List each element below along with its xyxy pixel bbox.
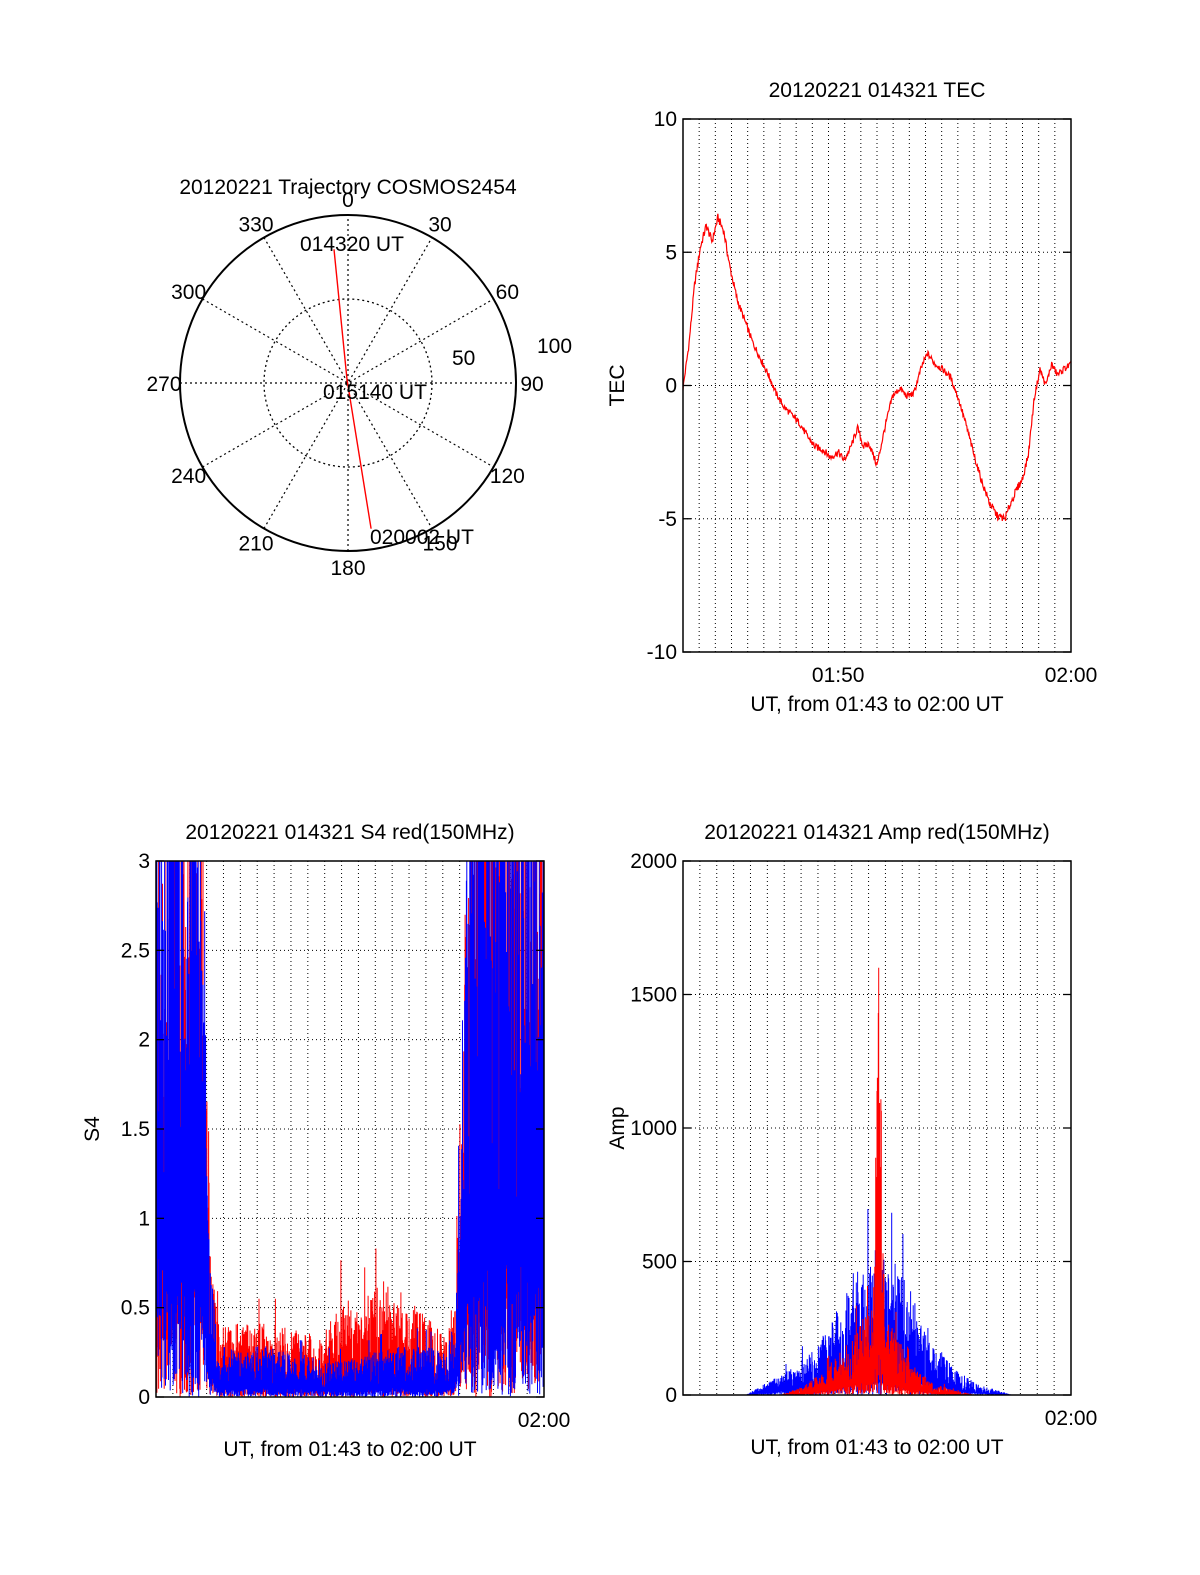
polar-spoke [263,237,433,529]
plot-frame [682,118,1072,653]
s4-plot: 3 2.5 2 1.5 1 0.5 0 02:00 20120221 014321 S4 red… [81,821,570,1461]
polar-angle-label: 210 [238,532,273,555]
y-tick-label: 500 [642,1251,677,1274]
polar-angle-label: 120 [490,465,525,488]
x-tick-label: 02:00 [1045,1407,1098,1430]
polar-angle-label: 150 [422,532,457,555]
polar-angle-label: 30 [428,214,451,237]
polar-trajectory-plot: 20120221 Trajectory COSMOS2454 0 30 60 90 12… [146,176,572,580]
y-tick-label: 0 [665,375,677,398]
amp-plot: 2000 1500 1000 500 0 02:00 20120221 014321 Amp… [606,821,1097,1459]
trajectory-mid-label: 015140 UT [323,381,427,404]
polar-angle-label: 0 [342,189,354,212]
x-axis-label: UT, from 01:43 to 02:00 UT [750,693,1003,716]
tec-plot: 10 5 0 -5 -10 01:50 02:00 20120221 014321 TEC UT… [606,79,1097,716]
polar-spoke [202,298,494,468]
polar-spoke [202,298,494,468]
y-tick-label: 5 [665,241,677,264]
polar-angle-label: 90 [520,373,543,396]
trajectory-start-label: 014320 UT [300,233,404,256]
y-tick-label: 1.5 [121,1118,150,1141]
y-tick-label: 2 [138,1029,150,1052]
polar-angle-label: 270 [146,373,181,396]
x-tick-label: 01:50 [812,664,865,687]
polar-angle-label: 180 [330,557,365,580]
y-tick-label: 2000 [630,850,677,873]
plot-title: 20120221 014321 TEC [769,79,986,102]
polar-angle-labels: 0 30 60 90 120 150 180 210 240 270 300 330 [146,189,543,580]
y-tick-label: -10 [647,641,677,664]
y-tick-label: 10 [654,108,677,131]
y-tick-label: 3 [138,850,150,873]
y-tick-label: 1 [138,1207,150,1230]
y-tick-label: 2.5 [121,939,150,962]
y-tick-label: 0.5 [121,1297,150,1320]
y-tick-label: 1500 [630,984,677,1007]
y-tick-label: 1000 [630,1117,677,1140]
trajectory-end-label: 020002 UT [370,526,474,549]
polar-angle-label: 240 [171,465,206,488]
x-tick-label: 02:00 [1045,664,1098,687]
polar-angle-label: 60 [496,281,519,304]
x-axis-label: UT, from 01:43 to 02:00 UT [223,1438,476,1461]
polar-radial-label-100: 100 [537,335,572,358]
polar-angle-label: 300 [171,281,206,304]
y-tick-label: 0 [665,1384,677,1407]
polar-spokes [180,215,516,551]
y-axis-label: TEC [606,365,629,407]
polar-angle-label: 330 [238,214,273,237]
plot-title: 20120221 014321 S4 red(150MHz) [185,821,514,844]
polar-radial-label-50: 50 [452,347,475,370]
polar-spoke [263,237,433,529]
plot-title: 20120221 014321 Amp red(150MHz) [704,821,1050,844]
trajectory-line [333,249,372,529]
series-red-line [682,213,1072,522]
y-tick-label: 0 [138,1386,150,1409]
y-axis-label: Amp [606,1106,629,1149]
y-tick-label: -5 [658,508,677,531]
x-tick-label: 02:00 [518,1409,571,1432]
series-red-line [779,967,978,1395]
x-axis-label: UT, from 01:43 to 02:00 UT [750,1436,1003,1459]
y-axis-label: S4 [81,1116,104,1142]
polar-title: 20120221 Trajectory COSMOS2454 [179,176,517,199]
